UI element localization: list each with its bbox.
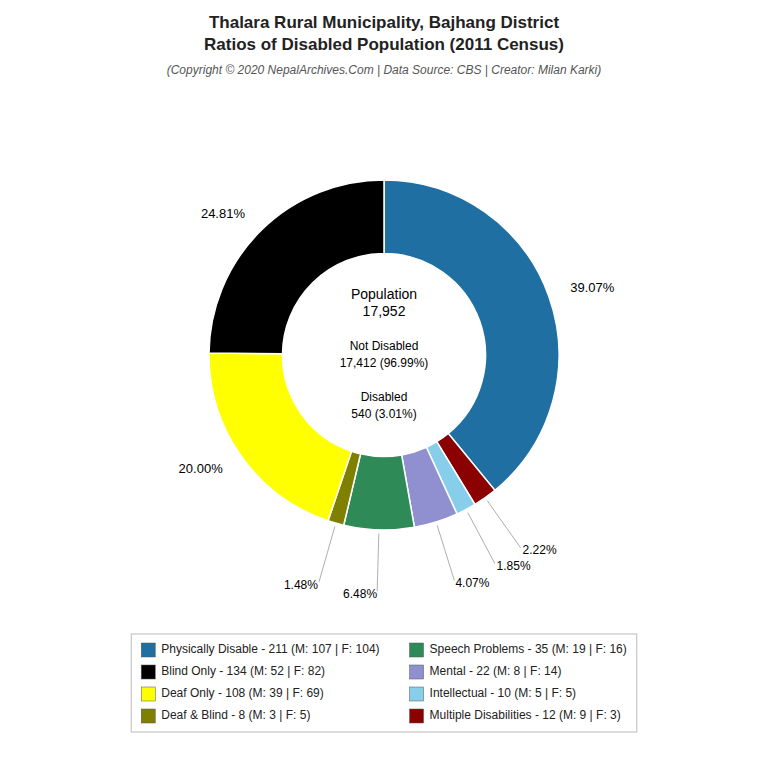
leader-line [468, 513, 495, 564]
slice-label: 24.81% [201, 206, 246, 221]
legend-label: Deaf Only - 108 (M: 39 | F: 69) [161, 686, 324, 700]
leader-line [487, 501, 520, 548]
slice-label: 20.00% [179, 461, 224, 476]
legend-item: Speech Problems - 35 (M: 19 | F: 16) [410, 642, 627, 657]
legend-label: Mental - 22 (M: 8 | F: 14) [430, 664, 562, 678]
legend-label: Blind Only - 134 (M: 52 | F: 82) [161, 664, 325, 678]
slice [209, 353, 352, 521]
legend-swatch [141, 709, 155, 723]
slice-label: 4.07% [455, 576, 489, 590]
leader-line [437, 525, 454, 580]
legend-item: Blind Only - 134 (M: 52 | F: 82) [141, 664, 325, 679]
legend-item: Deaf & Blind - 8 (M: 3 | F: 5) [141, 708, 310, 723]
legend-label: Intellectual - 10 (M: 5 | F: 5) [430, 686, 577, 700]
annotation: 17,952 [363, 303, 406, 319]
legend: Physically Disable - 211 (M: 107 | F: 10… [131, 634, 637, 732]
annotation: 17,412 (96.99%) [340, 356, 429, 370]
legend-swatch [410, 687, 424, 701]
legend-swatch [141, 687, 155, 701]
annotation: 540 (3.01%) [351, 407, 416, 421]
legend-item: Deaf Only - 108 (M: 39 | F: 69) [141, 686, 324, 701]
legend-swatch [141, 643, 155, 657]
legend-frame [131, 634, 637, 732]
legend-item: Mental - 22 (M: 8 | F: 14) [410, 664, 562, 679]
slices [209, 180, 559, 530]
legend-label: Speech Problems - 35 (M: 19 | F: 16) [430, 642, 627, 656]
legend-swatch [410, 709, 424, 723]
donut: 39.07% 2.22% 1.85% 4.07% 6.48% 1.48% 20.00% 24.… [179, 180, 615, 601]
chart-svg: Thalara Rural Municipality, Bajhang Dist… [0, 0, 768, 768]
leader-line [319, 527, 335, 583]
annotation: Population [351, 286, 417, 302]
title: Thalara Rural Municipality, Bajhang Dist… [209, 13, 559, 32]
annotation: Disabled [361, 390, 408, 404]
subtitle: (Copyright © 2020 NepalArchives.Com | Da… [167, 63, 602, 77]
slice-label: 1.85% [497, 559, 531, 573]
slice-label: 39.07% [570, 280, 615, 295]
legend-label: Physically Disable - 211 (M: 107 | F: 10… [161, 642, 379, 656]
chart-container: Thalara Rural Municipality, Bajhang Dist… [0, 0, 768, 768]
center-text: Population17,952 Not Disabled 17,412 (96.9… [340, 286, 429, 420]
legend-swatch [410, 643, 424, 657]
slice-labels: 39.07% 2.22% 1.85% 4.07% 6.48% 1.48% 20.00% 24.… [179, 206, 615, 601]
title: Ratios of Disabled Population (2011 Cens… [204, 35, 564, 54]
leader-line [377, 533, 379, 591]
slice-label: 2.22% [523, 543, 557, 557]
slice-label: 6.48% [343, 587, 377, 601]
legend-swatch [141, 665, 155, 679]
annotation: Not Disabled [350, 339, 419, 353]
legend-label: Multiple Disabilities - 12 (M: 9 | F: 3) [430, 708, 621, 722]
slice-label: 1.48% [284, 578, 318, 592]
slice [384, 180, 559, 490]
legend-item: Multiple Disabilities - 12 (M: 9 | F: 3) [410, 708, 621, 723]
legend-item: Physically Disable - 211 (M: 107 | F: 10… [141, 642, 379, 657]
legend-swatch [410, 665, 424, 679]
legend-item: Intellectual - 10 (M: 5 | F: 5) [410, 686, 577, 701]
legend-label: Deaf & Blind - 8 (M: 3 | F: 5) [161, 708, 310, 722]
